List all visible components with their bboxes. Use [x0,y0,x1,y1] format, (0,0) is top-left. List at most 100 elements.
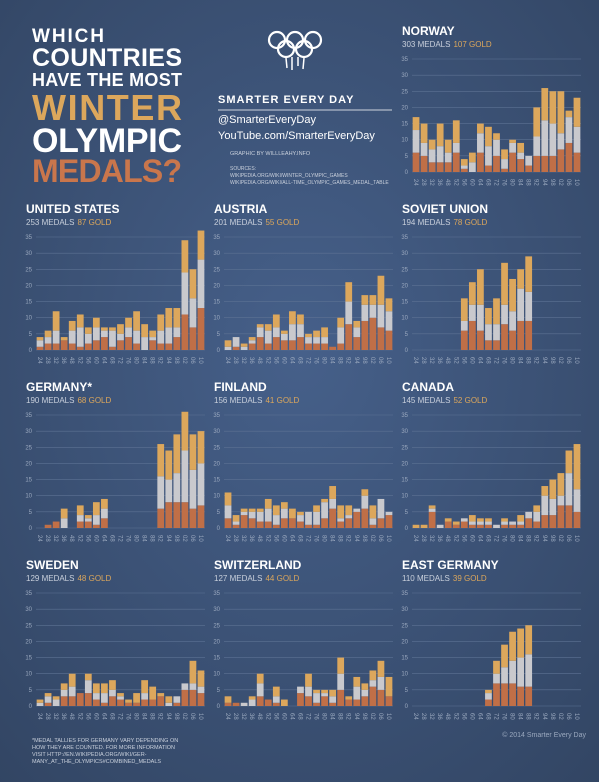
x-tick-label: 32 [428,713,434,720]
bar-segment [420,123,428,143]
bar-segment [557,505,565,528]
bar-segment [289,340,296,350]
bar-segment [509,330,516,350]
bar-segment [165,450,173,480]
bar-segment [60,508,68,519]
bar-segment [321,518,328,528]
bar-segment [165,327,173,344]
bar-segment [224,518,232,528]
x-tick-label: 52 [452,535,458,542]
x-tick-label: 80 [509,713,515,720]
x-tick-label: 32 [52,713,58,720]
credit: GRAPHIC BY WILLLEAHY.INFO [230,151,311,157]
bar-segment [509,631,516,661]
bar-segment [44,696,52,703]
bar-segment [493,298,500,325]
bar-segment [501,324,508,350]
y-tick-label: 35 [401,57,408,63]
bar-segment [256,511,264,522]
bar-segment [525,155,533,166]
bar-segment [76,693,84,706]
x-tick-label: 68 [108,535,114,542]
gold-count: 87 GOLD [77,218,111,227]
x-tick-label: 32 [428,535,434,542]
y-tick-label: 15 [213,300,220,306]
bar-segment [369,317,377,350]
y-tick-label: 20 [25,283,32,289]
bar-segment [189,660,197,684]
bar-segment [92,693,100,700]
x-tick-label: 48 [444,535,450,542]
x-tick-label: 64 [100,357,106,364]
bar-segment [517,657,525,687]
bar-segment [101,683,108,694]
bar-segment [52,521,60,528]
bar-segment [337,521,345,528]
bar-segment [76,515,84,522]
bar-segment [173,473,181,503]
y-tick-label: 5 [405,332,409,338]
bar-segment [189,434,197,470]
x-tick-label: 80 [509,179,515,186]
bar-segment [385,298,393,312]
bar-segment [165,308,173,328]
bar-segment [101,508,108,519]
bar-segment [565,505,573,528]
bar-segment [321,498,328,503]
x-tick-label: 84 [141,535,147,542]
bar-segment [141,693,149,700]
y-tick-label: 30 [25,251,32,257]
bar-segment [369,518,377,525]
bar-segment [321,327,328,338]
bar-segment [117,333,124,341]
headline-line: OLYMPIC [32,122,182,160]
source: WIKIPEDIA.ORG/WIKI/WINTER_OLYMPIC_GAMES [230,173,348,179]
bar-segment [412,524,420,528]
bar-segment [361,304,369,321]
bar-segment [460,330,468,350]
y-tick-label: 35 [25,235,32,241]
bar-segment [256,508,264,512]
x-tick-label: 02 [557,357,563,364]
x-tick-label: 60 [280,535,286,542]
y-tick-label: 0 [29,348,33,354]
x-tick-label: 84 [517,713,523,720]
bar-segment [493,139,500,156]
bar-segment [501,683,508,706]
x-tick-label: 72 [305,357,311,364]
bar-segment [173,308,181,328]
x-tick-label: 10 [197,713,203,720]
bar-segment [517,142,525,153]
bar-segment [345,282,353,302]
x-tick-label: 52 [76,713,82,720]
x-tick-label: 94 [541,535,547,542]
bar-segment [385,515,393,528]
x-tick-label: 56 [84,713,90,720]
bar-segment [493,660,500,674]
y-tick-label: 20 [401,105,408,111]
bar-segment [485,308,492,325]
bar-segment [517,288,525,321]
bar-segment [173,337,181,350]
y-tick-label: 35 [401,413,408,419]
bar-segment [280,333,288,341]
bar-segment [477,521,484,525]
bar-segment [377,275,385,305]
bar-segment [565,117,573,143]
bar-segment [125,699,132,703]
x-tick-label: 02 [369,535,375,542]
y-tick-label: 10 [213,316,220,322]
x-tick-label: 94 [165,535,171,542]
bar-segment [493,324,500,341]
bar-segment [493,155,500,172]
bar-segment [353,686,361,700]
gold-count: 52 GOLD [453,396,487,405]
y-tick-label: 30 [25,429,32,435]
bar-segment [369,686,377,706]
bar-segment [133,311,140,331]
bar-segment [44,524,52,528]
bar-segment [573,511,581,528]
bar-segment [36,337,44,341]
x-tick-label: 98 [361,357,367,364]
bar-segment [157,508,165,528]
